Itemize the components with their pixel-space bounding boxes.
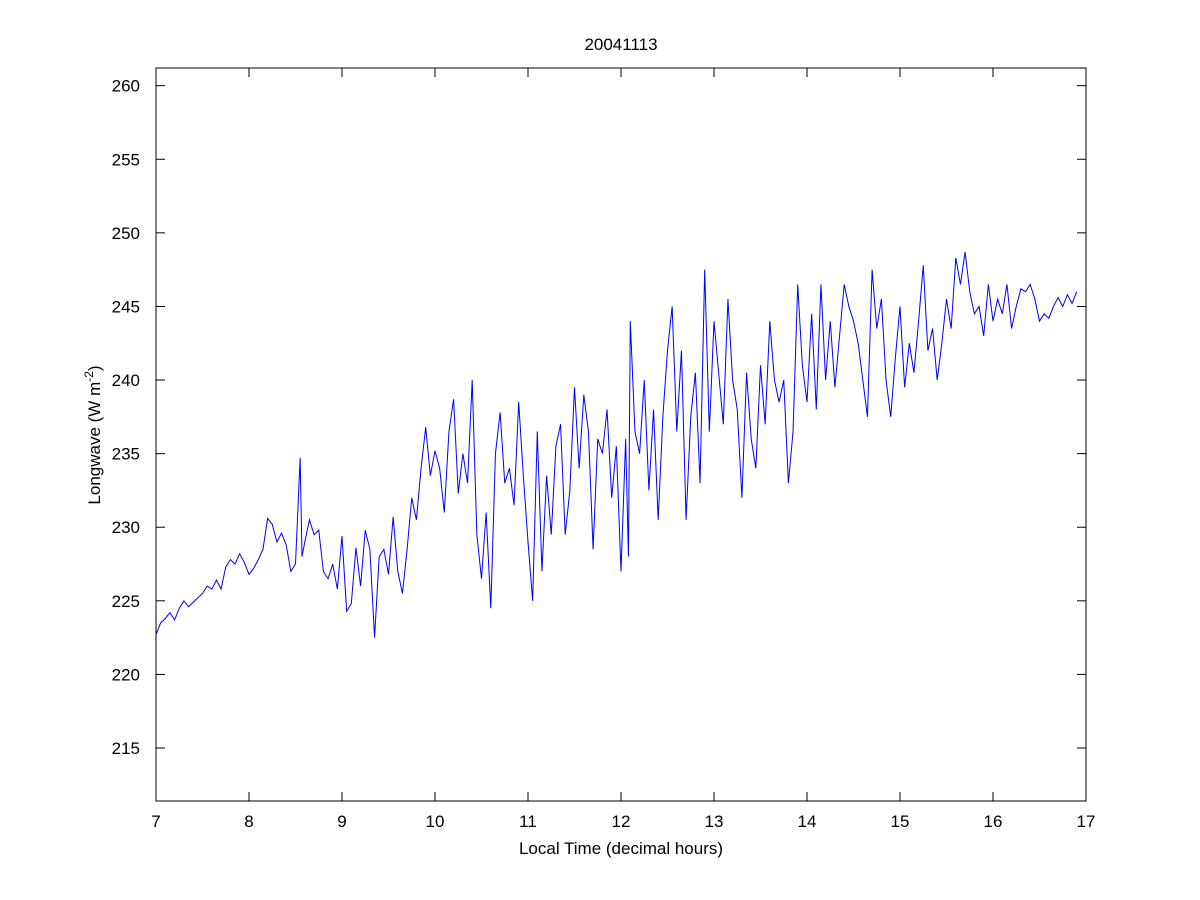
- y-axis-label-text: Longwave (W m: [85, 382, 104, 505]
- x-tick-label: 11: [519, 812, 537, 831]
- x-tick-label: 8: [244, 812, 253, 831]
- y-axis-label-superscript: -2: [82, 371, 96, 382]
- y-tick-label: 225: [112, 592, 140, 611]
- y-tick-label: 235: [112, 445, 140, 464]
- y-axis-label: Longwave (W m-2): [82, 365, 104, 504]
- x-tick-label: 16: [984, 812, 1003, 831]
- x-tick-label: 14: [798, 812, 817, 831]
- x-tick-label: 10: [426, 812, 445, 831]
- x-tick-label: 12: [612, 812, 631, 831]
- y-tick-label: 260: [112, 77, 140, 96]
- y-tick-label: 250: [112, 224, 140, 243]
- y-tick-label: 240: [112, 371, 140, 390]
- chart-title: 20041113: [584, 35, 657, 54]
- x-tick-label: 9: [337, 812, 346, 831]
- data-line: [155, 251, 1078, 638]
- y-axis-label-suffix: ): [85, 365, 104, 371]
- y-tick-label: 245: [112, 297, 140, 316]
- x-axis-label: Local Time (decimal hours): [519, 839, 723, 858]
- x-tick-label: 17: [1077, 812, 1096, 831]
- y-tick-label: 220: [112, 665, 140, 684]
- x-tick-label: 7: [151, 812, 160, 831]
- x-tick-label: 13: [705, 812, 724, 831]
- y-tick-label: 215: [112, 739, 140, 758]
- y-tick-label: 255: [112, 150, 140, 169]
- x-tick-label: 15: [891, 812, 910, 831]
- y-tick-label: 230: [112, 518, 140, 537]
